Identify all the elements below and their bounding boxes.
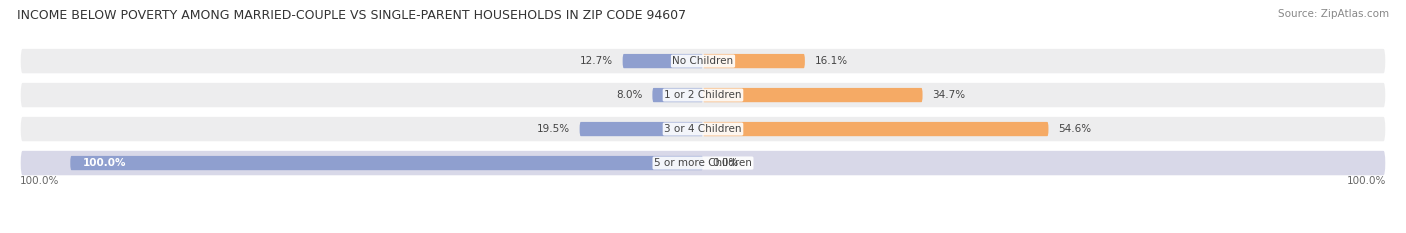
- Text: 12.7%: 12.7%: [581, 56, 613, 66]
- FancyBboxPatch shape: [703, 54, 804, 68]
- FancyBboxPatch shape: [703, 88, 922, 102]
- Text: INCOME BELOW POVERTY AMONG MARRIED-COUPLE VS SINGLE-PARENT HOUSEHOLDS IN ZIP COD: INCOME BELOW POVERTY AMONG MARRIED-COUPL…: [17, 9, 686, 22]
- Text: 3 or 4 Children: 3 or 4 Children: [664, 124, 742, 134]
- Text: 100.0%: 100.0%: [1347, 176, 1386, 186]
- Text: 5 or more Children: 5 or more Children: [654, 158, 752, 168]
- Text: 8.0%: 8.0%: [616, 90, 643, 100]
- Text: 1 or 2 Children: 1 or 2 Children: [664, 90, 742, 100]
- FancyBboxPatch shape: [652, 88, 703, 102]
- Text: 54.6%: 54.6%: [1057, 124, 1091, 134]
- Text: 19.5%: 19.5%: [537, 124, 571, 134]
- FancyBboxPatch shape: [703, 122, 1049, 136]
- Text: Source: ZipAtlas.com: Source: ZipAtlas.com: [1278, 9, 1389, 19]
- FancyBboxPatch shape: [579, 122, 703, 136]
- FancyBboxPatch shape: [623, 54, 703, 68]
- FancyBboxPatch shape: [20, 82, 1386, 108]
- FancyBboxPatch shape: [20, 116, 1386, 142]
- Text: 100.0%: 100.0%: [20, 176, 59, 186]
- Text: 16.1%: 16.1%: [814, 56, 848, 66]
- FancyBboxPatch shape: [70, 156, 703, 170]
- FancyBboxPatch shape: [20, 48, 1386, 74]
- Text: No Children: No Children: [672, 56, 734, 66]
- FancyBboxPatch shape: [20, 150, 1386, 176]
- Text: 100.0%: 100.0%: [83, 158, 127, 168]
- Text: 34.7%: 34.7%: [932, 90, 965, 100]
- Text: 0.0%: 0.0%: [713, 158, 738, 168]
